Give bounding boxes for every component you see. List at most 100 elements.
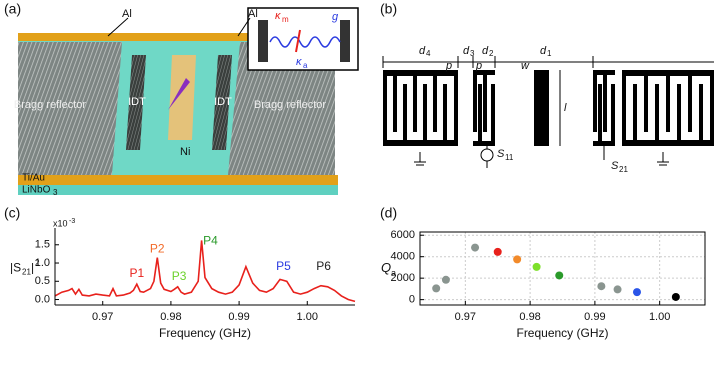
panel-label: (d) xyxy=(380,205,397,221)
x-tick-label: 0.98 xyxy=(519,311,540,323)
y-tick-label: 0.0 xyxy=(35,293,50,305)
bragg-comb xyxy=(383,70,458,146)
y-axis-label: |S xyxy=(10,261,21,275)
point xyxy=(555,271,564,280)
x-axis-label: Frequency (GHz) xyxy=(159,326,251,340)
label: S xyxy=(611,160,619,172)
label: IDT xyxy=(214,96,232,108)
y-axis-label: | xyxy=(31,261,34,275)
label: l xyxy=(564,102,567,114)
bragg-reflector xyxy=(18,42,122,175)
label: Bragg reflector xyxy=(254,99,326,111)
pointer xyxy=(237,17,251,37)
y-tick-label: 2000 xyxy=(391,272,415,284)
label: g xyxy=(332,11,339,23)
idt-right xyxy=(593,70,615,146)
annotation: P4 xyxy=(203,233,218,247)
multiplier: -3 xyxy=(69,218,75,225)
label: κ xyxy=(296,56,302,68)
spectrum-line xyxy=(54,240,356,303)
ni-bar xyxy=(168,55,196,140)
inset-spin xyxy=(295,29,301,53)
label: p xyxy=(445,60,452,72)
panel-label: (a) xyxy=(4,1,21,17)
panel-label: (c) xyxy=(4,205,20,221)
label: Al xyxy=(248,8,258,20)
bragg-reflector xyxy=(228,42,335,175)
point xyxy=(597,282,606,291)
label: S xyxy=(497,148,505,160)
panel-b: (b) d 4 d 3 xyxy=(380,1,714,174)
annotation: P1 xyxy=(129,266,144,280)
annotation: P5 xyxy=(276,259,291,273)
point xyxy=(671,292,680,301)
label: d xyxy=(419,45,426,57)
point xyxy=(432,284,441,293)
annotation: P6 xyxy=(316,259,331,273)
x-tick-label: 0.99 xyxy=(584,311,605,323)
magnetization-arrow xyxy=(168,78,190,110)
point xyxy=(493,247,502,256)
y-axis-label: 21 xyxy=(22,268,31,277)
y-tick-label: 1.0 xyxy=(35,257,50,269)
y-tick-label: 0.5 xyxy=(35,275,50,287)
label: 3 xyxy=(470,49,475,58)
label: LiNbO xyxy=(22,185,51,196)
label: IDT xyxy=(128,96,146,108)
plot-frame xyxy=(419,231,706,306)
ni-bar xyxy=(534,70,549,146)
y-axis-label: a xyxy=(391,268,396,278)
point xyxy=(441,275,450,284)
linbo-layer xyxy=(18,185,338,195)
panel-a: Al Al Bragg reflector Bragg reflector ID… xyxy=(4,1,359,197)
tiau-layer xyxy=(18,175,338,185)
multiplier: x10 xyxy=(53,218,68,228)
label: 21 xyxy=(619,165,628,174)
label: d xyxy=(463,45,470,57)
annotation: P2 xyxy=(150,241,165,255)
y-tick-label: 0 xyxy=(409,294,415,306)
source xyxy=(480,148,494,162)
label: 11 xyxy=(505,153,514,162)
point xyxy=(532,262,541,271)
y-axis-label: Q xyxy=(381,260,391,275)
label: w xyxy=(521,60,530,72)
panel-label: (b) xyxy=(380,1,397,17)
x-tick-label: 1.00 xyxy=(297,311,318,323)
y-tick-label: 6000 xyxy=(391,229,415,241)
label: 3 xyxy=(53,188,58,197)
label: 4 xyxy=(426,49,431,58)
x-tick-label: 0.97 xyxy=(455,311,476,323)
pointer xyxy=(107,17,129,37)
label: Bragg reflector xyxy=(14,99,86,111)
point xyxy=(632,288,641,297)
label: a xyxy=(303,61,308,70)
bragg-comb xyxy=(622,70,714,146)
point xyxy=(513,255,522,264)
x-tick-label: 1.00 xyxy=(649,311,670,323)
idt xyxy=(126,55,146,150)
inset-reflector xyxy=(340,20,350,62)
x-tick-label: 0.97 xyxy=(92,311,113,323)
annotation: P3 xyxy=(172,269,187,283)
inset-wave xyxy=(269,36,341,48)
point xyxy=(471,243,480,252)
dimension-lines xyxy=(382,56,714,168)
idt xyxy=(212,55,232,150)
y-axis-label: 2 xyxy=(35,259,40,268)
label: d xyxy=(540,45,547,57)
inset-reflector xyxy=(258,20,268,62)
label: p xyxy=(475,60,482,72)
label: 1 xyxy=(547,49,552,58)
y-tick-label: 4000 xyxy=(391,251,415,263)
label: d xyxy=(482,45,489,57)
top-electrode xyxy=(18,33,335,41)
label: Ni xyxy=(180,146,190,158)
x-tick-label: 0.99 xyxy=(228,311,249,323)
idt-left xyxy=(473,70,495,146)
x-tick-label: 0.98 xyxy=(160,311,181,323)
x-axis-label: Frequency (GHz) xyxy=(516,326,608,340)
label: 2 xyxy=(489,49,494,58)
label: Ti/Au xyxy=(22,173,45,184)
